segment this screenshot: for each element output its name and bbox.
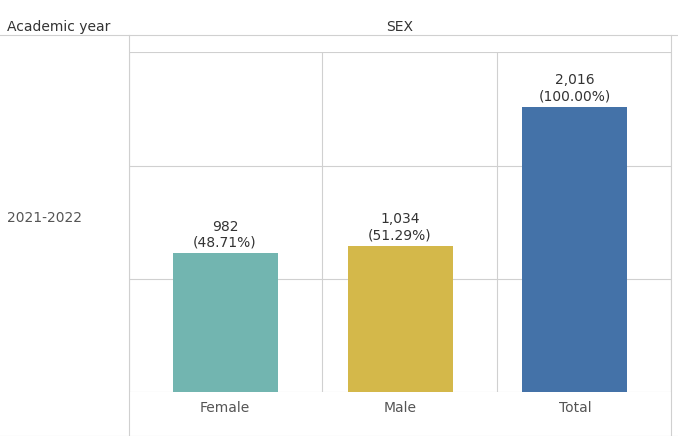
Text: 1,034
(51.29%): 1,034 (51.29%): [368, 212, 432, 242]
Text: 982
(48.71%): 982 (48.71%): [193, 219, 257, 250]
Bar: [173, 253, 277, 392]
Text: 2021-2022: 2021-2022: [7, 211, 82, 225]
Text: Academic year: Academic year: [7, 20, 110, 34]
Text: SEX: SEX: [386, 20, 414, 34]
Bar: [348, 246, 452, 392]
Text: 2,016
(100.00%): 2,016 (100.00%): [539, 73, 611, 103]
Bar: [523, 107, 627, 392]
